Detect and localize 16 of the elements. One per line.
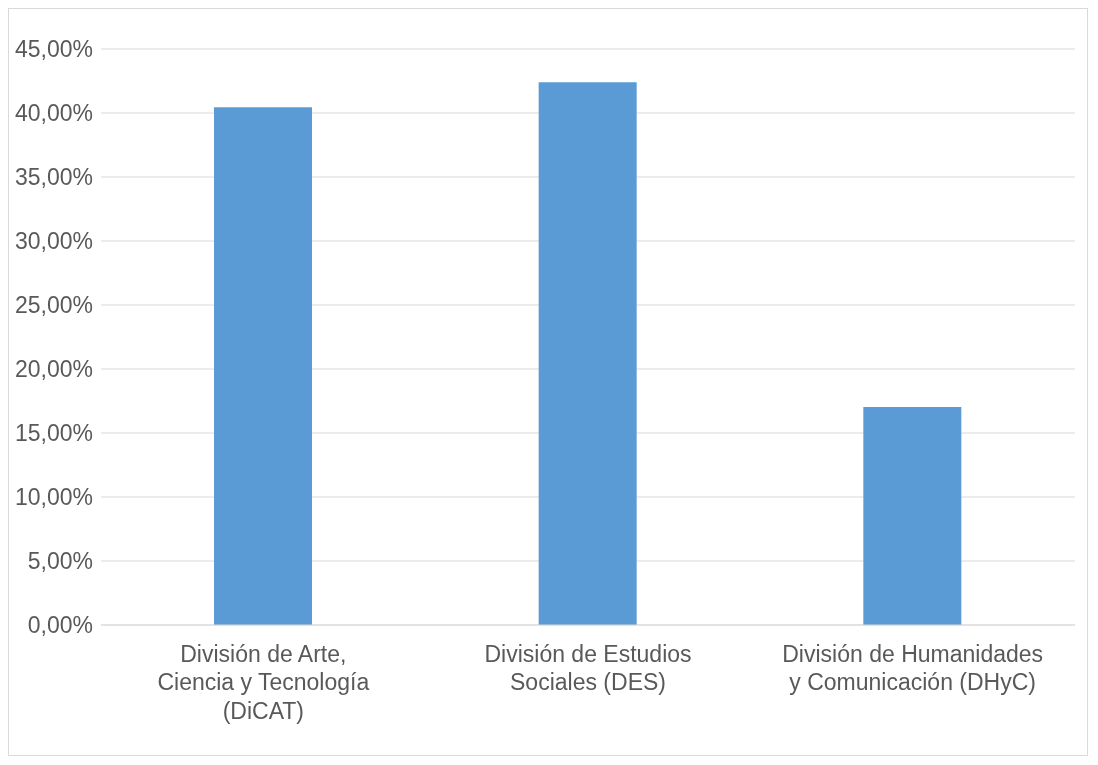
x-tick-label: División de Estudios Sociales (DES) <box>484 640 692 696</box>
y-tick-label: 10,00% <box>14 484 93 511</box>
bar <box>863 406 962 625</box>
y-tick-label: 20,00% <box>14 356 93 383</box>
y-tick-label: 40,00% <box>14 100 93 127</box>
bar <box>538 82 637 625</box>
y-tick-label: 45,00% <box>14 36 93 63</box>
x-tick-label: División de Humanidades y Comunicación (DHyC) <box>782 640 1044 696</box>
y-tick-label: 0,00% <box>27 612 93 639</box>
y-tick-label: 5,00% <box>27 548 93 575</box>
y-tick-label: 15,00% <box>14 420 93 447</box>
x-tick-label: División de Arte, Ciencia y Tecnología (DiCAT) <box>157 640 370 725</box>
bar <box>214 107 312 625</box>
y-tick-label: 35,00% <box>14 164 93 191</box>
y-tick-label: 25,00% <box>14 292 93 319</box>
y-tick-label: 30,00% <box>14 228 93 255</box>
